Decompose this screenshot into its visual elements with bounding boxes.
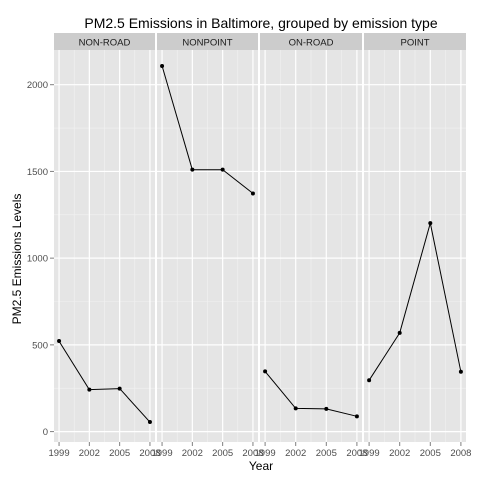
data-point-on-road-2008	[354, 414, 359, 419]
data-point-non-road-2008	[147, 420, 152, 425]
y-tick-label: 0	[43, 427, 48, 438]
y-tick-label: 1000	[27, 254, 48, 265]
facet-strip-nonpoint	[157, 33, 258, 50]
facet-label-non-road: NON-ROAD	[79, 38, 131, 49]
x-tick-label: 2005	[212, 448, 233, 459]
x-tick-label: 2008	[346, 448, 367, 459]
x-tick-label: 1999	[359, 448, 380, 459]
x-tick-label: 2005	[316, 448, 337, 459]
series-line-point	[368, 222, 462, 381]
data-point-point-1999	[367, 378, 372, 383]
data-point-point-2008	[458, 369, 463, 374]
facet-label-point: POINT	[400, 38, 429, 49]
facet-label-on-road: ON-ROAD	[289, 38, 334, 49]
series-line-on-road	[264, 371, 358, 417]
x-tick-label: 2002	[79, 448, 100, 459]
x-tick-label: 2002	[389, 448, 410, 459]
data-point-point-2002	[397, 330, 402, 335]
data-point-non-road-1999	[57, 339, 62, 344]
x-tick-label: 2002	[182, 448, 203, 459]
chart-title: PM2.5 Emissions in Baltimore, grouped by…	[84, 15, 437, 31]
y-axis-title: PM2.5 Emissions Levels	[10, 194, 24, 325]
y-tick-label: 2000	[27, 80, 48, 91]
data-point-on-road-1999	[263, 369, 268, 374]
facet-strip-non-road	[54, 33, 155, 50]
x-tick-label: 2005	[109, 448, 130, 459]
x-tick-label: 1999	[255, 448, 276, 459]
series-line-non-road	[58, 340, 151, 423]
x-tick-label: 1999	[48, 448, 69, 459]
x-axis-title: Year	[249, 459, 273, 473]
data-point-nonpoint-2005	[220, 167, 225, 172]
x-tick-label: 1999	[151, 448, 172, 459]
data-point-on-road-2005	[324, 406, 329, 411]
x-tick-label: 2008	[450, 448, 471, 459]
facet-strip-point	[364, 33, 466, 50]
x-tick-label: 2008	[139, 448, 160, 459]
facet-label-nonpoint: NONPOINT	[182, 38, 232, 49]
data-point-point-2005	[428, 221, 433, 226]
data-point-non-road-2002	[87, 387, 92, 392]
data-point-nonpoint-2002	[190, 167, 195, 172]
data-point-nonpoint-1999	[160, 63, 165, 68]
series-line-nonpoint	[161, 65, 254, 194]
data-point-nonpoint-2008	[250, 191, 255, 196]
data-point-on-road-2002	[293, 406, 298, 411]
y-tick-label: 500	[32, 340, 48, 351]
facet-strip-on-road	[260, 33, 362, 50]
y-tick-label: 1500	[27, 167, 48, 178]
x-tick-label: 2002	[285, 448, 306, 459]
data-point-non-road-2005	[117, 386, 122, 391]
x-tick-label: 2008	[242, 448, 263, 459]
x-tick-label: 2005	[420, 448, 441, 459]
